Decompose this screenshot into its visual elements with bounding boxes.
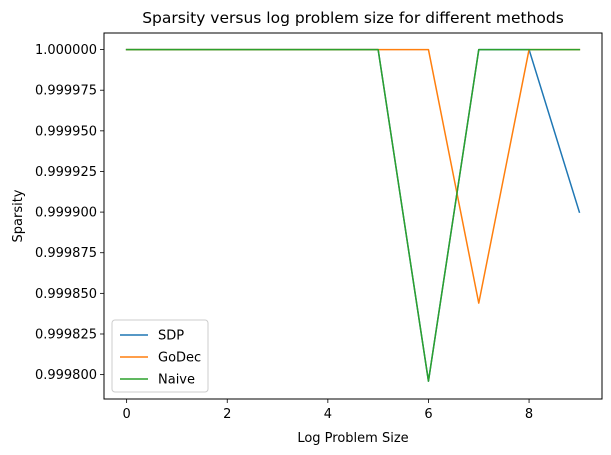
- series-line-godec: [125, 48, 581, 304]
- x-tick-label: 2: [223, 407, 231, 422]
- legend-label-godec: GoDec: [158, 351, 201, 366]
- y-tick-label: 0.999850: [35, 287, 97, 302]
- y-tick-label: 1.000000: [35, 43, 97, 58]
- y-tick-label: 0.999875: [35, 246, 97, 261]
- series-line-naive: [125, 48, 581, 382]
- legend: SDP GoDec Naive: [111, 319, 209, 393]
- legend-box: [111, 319, 209, 393]
- y-tick-label: 0.999950: [35, 124, 97, 139]
- y-tick-label: 0.999900: [35, 206, 97, 221]
- x-axis-title: Log Problem Size: [297, 431, 408, 446]
- x-tick-label: 8: [525, 407, 533, 422]
- x-tick-label: 4: [324, 407, 332, 422]
- y-tick-label: 0.999800: [35, 368, 97, 383]
- x-tick-label: 6: [424, 407, 432, 422]
- legend-label-naive: Naive: [158, 373, 195, 388]
- y-axis-title: Sparsity: [11, 189, 26, 242]
- x-tick-label: 0: [122, 407, 130, 422]
- y-tick-label: 0.999925: [35, 165, 97, 180]
- legend-label-sdp: SDP: [158, 329, 184, 344]
- chart-title: Sparsity versus log problem size for dif…: [142, 9, 564, 27]
- plot-frame: [103, 32, 603, 400]
- y-tick-label: 0.999825: [35, 327, 97, 342]
- y-tick-label: 0.999975: [35, 84, 97, 99]
